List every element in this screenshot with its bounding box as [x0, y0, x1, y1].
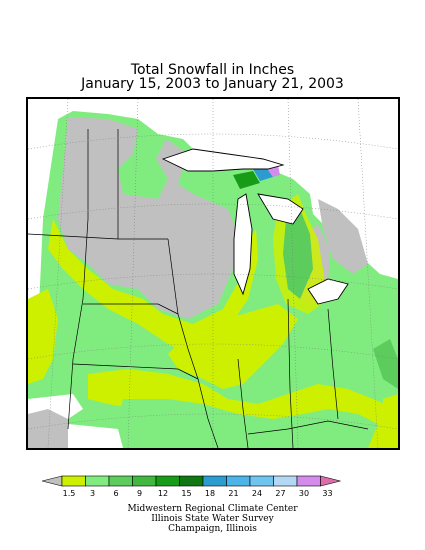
- legend-label: 30: [299, 489, 309, 498]
- legend-label: 3: [90, 489, 95, 498]
- snowfall-region-1-5-east: [318, 199, 368, 274]
- legend-swatch: [296, 475, 321, 487]
- legend-swatch: [85, 475, 110, 487]
- legend-arrow-low: [41, 475, 63, 487]
- snowfall-region-6-south: [118, 399, 378, 448]
- snowfall-region-3-west-band: [48, 219, 258, 354]
- map-title: Total Snowfall in Inches: [130, 62, 295, 78]
- legend-swatch: [249, 475, 274, 487]
- legend-swatch: [202, 475, 227, 487]
- legend-arrow-high: [320, 475, 341, 487]
- great-lakes: [161, 148, 349, 305]
- legend-label: 9: [137, 489, 142, 498]
- legend-label: 12: [158, 489, 168, 498]
- legend-swatch: [179, 475, 204, 487]
- snowfall-region-9-east: [373, 339, 398, 389]
- snowfall-region-3-far-east: [383, 394, 398, 448]
- legend-swatch: [108, 475, 133, 487]
- legend-label: 21: [228, 489, 238, 498]
- legend-label: 1.5: [63, 489, 76, 498]
- snowfall-region-9-michigan: [283, 209, 313, 299]
- snowfall-region-15: [233, 171, 260, 189]
- legend-label: 24: [252, 489, 262, 498]
- legend-label: 6: [113, 489, 118, 498]
- snowfall-map: [26, 97, 400, 450]
- legend-swatch: [61, 475, 86, 487]
- legend-swatch: [226, 475, 251, 487]
- legend-swatch: [155, 475, 180, 487]
- snowfall-region-21: [253, 167, 273, 181]
- snowfall-map-graphic: [28, 99, 398, 448]
- no-data-area-south: [68, 424, 123, 448]
- legend-swatch: [132, 475, 157, 487]
- legend-label: 18: [205, 489, 215, 498]
- snowfall-region-3-far-west: [28, 289, 58, 384]
- map-date-range: January 15, 2003 to January 21, 2003: [81, 76, 344, 92]
- state-boundaries: [28, 129, 369, 448]
- legend-swatch: [273, 475, 298, 487]
- credit-line-2: Illinois State Water Survey: [151, 514, 274, 524]
- lat-lon-grid: [28, 99, 398, 448]
- credit-line-1: Midwestern Regional Climate Center: [127, 504, 298, 514]
- legend-label: 33: [322, 489, 332, 498]
- snowfall-region-1-5-west: [58, 117, 238, 319]
- snowfall-region-3-central: [168, 304, 298, 389]
- snowfall-region-1-5-southwest: [28, 409, 68, 448]
- credit-line-3: Champaign, Illinois: [168, 524, 257, 534]
- no-data-area-north: [28, 99, 398, 349]
- legend-label: 27: [275, 489, 285, 498]
- legend-label: 15: [181, 489, 191, 498]
